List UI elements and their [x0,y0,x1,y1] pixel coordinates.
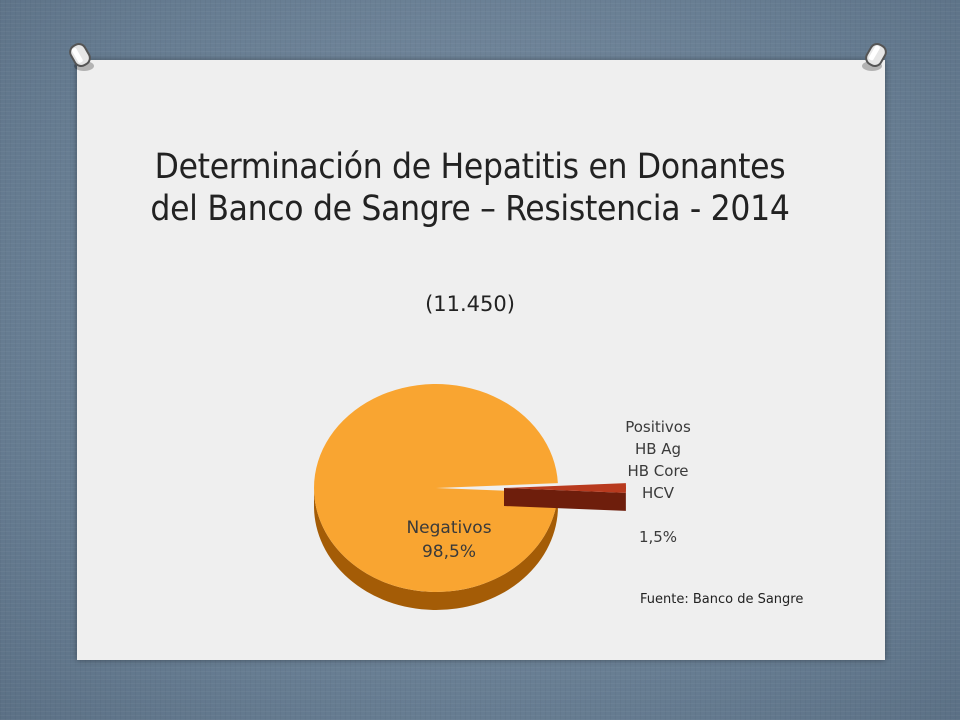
chart-title: Determinación de Hepatitis en Donantes d… [150,147,790,229]
pie-slice-positivos [504,483,626,493]
pie-slice-positivos-side [504,488,626,511]
slice-value-positivos: 1,5% [639,528,677,546]
pushpin-left-icon [69,43,94,71]
source-note: Fuente: Banco de Sangre [640,592,804,607]
slice-label-positivos-line: HCV [642,484,675,502]
chart-subtitle: (11.450) [425,292,515,316]
slice-label-positivos-line: HB Ag [635,440,681,458]
slice-label-positivos-line: Positivos [625,418,691,436]
pushpin-right-icon [862,43,887,71]
slice-label-negativos: Negativos [406,518,491,538]
slice-label-positivos-line: HB Core [627,462,688,480]
pie-slice-negativos [313,384,558,592]
slice-value-negativos: 98,5% [422,542,476,562]
pie-slice-negativos-side [314,488,558,610]
